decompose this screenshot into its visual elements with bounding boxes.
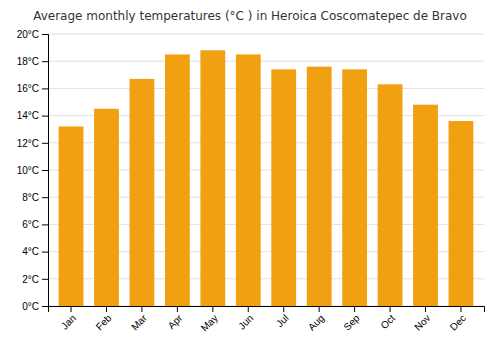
- tick-mark: [177, 306, 178, 312]
- tick-mark: [42, 116, 48, 117]
- tick: Sep: [341, 306, 362, 333]
- tick: Jul: [274, 306, 291, 329]
- grid-line: [48, 61, 484, 62]
- tick-label: May: [199, 312, 220, 333]
- bar: [130, 79, 155, 306]
- tick-mark: [42, 34, 48, 35]
- tick: 20°C: [17, 29, 48, 40]
- tick-mark: [248, 306, 249, 312]
- plot: 0°C 2°C 4°C 6°C 8°C 10°C 12°C 14°C 16°C 18°C 20°C J…: [17, 29, 485, 334]
- tick-mark: [425, 306, 426, 312]
- tick: Mar: [129, 306, 149, 332]
- tick-label: Feb: [94, 312, 114, 332]
- tick-mark: [71, 306, 72, 312]
- tick-mark: [42, 170, 48, 171]
- x-axis: Jan Feb Mar Apr May Jun Jul Aug Sep Oct Nov Dec: [49, 306, 485, 334]
- grid-line: [48, 34, 484, 35]
- bar: [307, 67, 332, 306]
- tick-label: Jan: [59, 312, 78, 331]
- tick-mark: [106, 306, 107, 312]
- tick: 16°C: [17, 83, 48, 94]
- tick-label: 4°C: [22, 246, 39, 257]
- tick-mark: [354, 306, 355, 312]
- tick-label: Aug: [306, 312, 326, 332]
- bar: [342, 69, 367, 306]
- bar: [94, 109, 119, 306]
- tick: 12°C: [17, 138, 48, 149]
- bar: [236, 54, 261, 306]
- tick-label: Sep: [341, 312, 362, 333]
- tick-label: 20°C: [17, 29, 39, 40]
- tick-mark: [42, 61, 48, 62]
- tick-mark: [42, 279, 48, 280]
- tick: Jan: [59, 306, 78, 332]
- tick-mark: [42, 143, 48, 144]
- bar: [413, 105, 438, 306]
- tick-mark: [460, 306, 461, 312]
- axis-line: [49, 307, 485, 313]
- title: Average monthly temperatures (°C ) in He…: [33, 9, 467, 23]
- tick-mark: [42, 88, 48, 89]
- tick-label: Jul: [274, 312, 291, 329]
- tick: 10°C: [17, 165, 48, 176]
- chart: Average monthly temperatures (°C ) in He…: [0, 0, 500, 350]
- axis-line: [42, 35, 49, 307]
- tick: Jun: [236, 306, 255, 332]
- tick-mark: [212, 306, 213, 312]
- tick-label: 16°C: [17, 83, 39, 94]
- tick-label: 10°C: [17, 165, 39, 176]
- tick: 0°C: [22, 301, 48, 312]
- tick-label: 2°C: [22, 274, 39, 285]
- tick-label: 12°C: [17, 138, 39, 149]
- tick-label: Mar: [129, 312, 149, 332]
- tick: Feb: [94, 306, 114, 332]
- bar: [271, 69, 296, 306]
- tick: May: [199, 306, 220, 334]
- tick-label: Apr: [166, 312, 185, 331]
- tick-mark: [42, 252, 48, 253]
- tick-mark: [141, 306, 142, 312]
- tick: 4°C: [22, 246, 48, 257]
- tick: Nov: [412, 306, 432, 333]
- grid: [48, 34, 484, 306]
- tick: 2°C: [22, 274, 48, 285]
- bar: [165, 54, 190, 306]
- tick: Aug: [306, 306, 326, 333]
- tick-mark: [319, 306, 320, 312]
- tick-mark: [42, 224, 48, 225]
- tick-label: 14°C: [17, 110, 39, 121]
- tick-mark: [42, 306, 48, 307]
- bar: [378, 84, 403, 306]
- tick-mark: [42, 197, 48, 198]
- tick: 14°C: [17, 110, 48, 121]
- grid-line: [48, 88, 484, 89]
- bar: [59, 126, 84, 306]
- tick-label: Jun: [236, 312, 255, 331]
- bars: [59, 50, 474, 306]
- tick: 8°C: [22, 192, 48, 203]
- tick: Oct: [378, 306, 397, 331]
- tick-label: 6°C: [22, 219, 39, 230]
- bar: [200, 50, 225, 306]
- tick-label: Dec: [448, 312, 468, 332]
- bar: [449, 121, 474, 306]
- tick: Dec: [448, 306, 468, 333]
- tick-mark: [390, 306, 391, 312]
- tick-label: Oct: [378, 312, 397, 331]
- tick-label: 8°C: [22, 192, 39, 203]
- tick-label: 0°C: [22, 301, 39, 312]
- tick-mark: [283, 306, 284, 312]
- tick: Apr: [166, 306, 185, 331]
- tick: 18°C: [17, 56, 48, 67]
- y-axis: 0°C 2°C 4°C 6°C 8°C 10°C 12°C 14°C 16°C 18°C 20°C: [17, 29, 49, 312]
- tick-label: 18°C: [17, 56, 39, 67]
- tick: 6°C: [22, 219, 48, 230]
- tick-label: Nov: [412, 312, 432, 332]
